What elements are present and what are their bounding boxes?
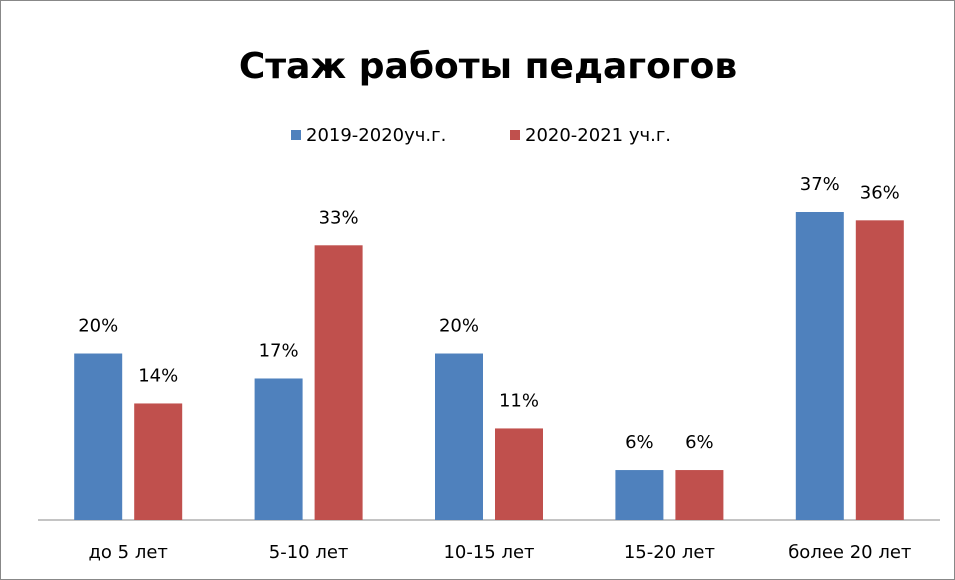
x-tick-label: 15-20 лет <box>624 542 715 563</box>
x-tick-label: 5-10 лет <box>269 542 349 563</box>
bar <box>795 212 844 520</box>
data-label: 6% <box>625 432 654 453</box>
legend-label: 2019-2020уч.г. <box>306 125 446 146</box>
legend-swatch <box>291 130 301 140</box>
chart-title: Стаж работы педагогов <box>239 46 737 87</box>
x-tick-label: 10-15 лет <box>443 542 534 563</box>
bar <box>435 353 483 520</box>
bar <box>134 403 183 520</box>
bar <box>615 470 664 520</box>
data-label: 36% <box>860 182 900 203</box>
data-label: 20% <box>78 316 118 337</box>
x-tick-label: более 20 лет <box>788 542 911 563</box>
bar <box>254 378 303 520</box>
data-label: 37% <box>800 174 840 195</box>
bar <box>675 470 724 520</box>
bar <box>495 428 543 520</box>
legend-swatch <box>510 130 520 140</box>
data-label: 33% <box>319 207 359 228</box>
data-label: 20% <box>439 316 479 337</box>
bar <box>74 353 123 520</box>
data-label: 14% <box>138 365 178 386</box>
bar <box>314 245 363 520</box>
data-label: 6% <box>685 432 714 453</box>
bar <box>855 220 904 520</box>
x-tick-label: до 5 лет <box>88 542 167 563</box>
data-label: 11% <box>499 390 539 411</box>
data-label: 17% <box>259 340 299 361</box>
legend-label: 2020-2021 уч.г. <box>525 125 671 146</box>
